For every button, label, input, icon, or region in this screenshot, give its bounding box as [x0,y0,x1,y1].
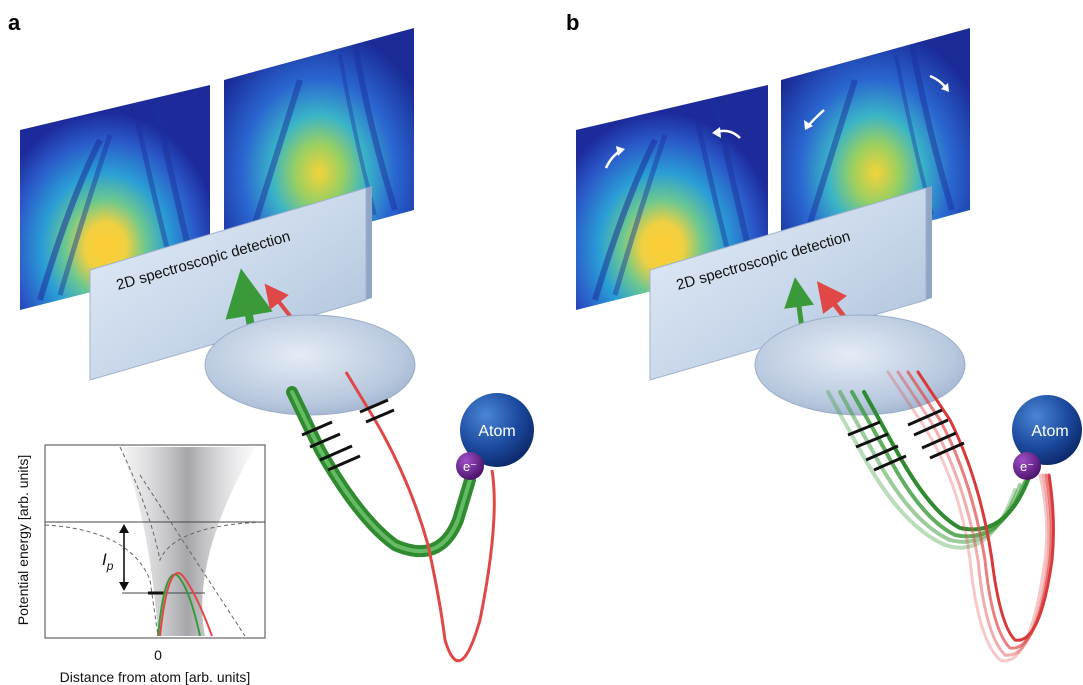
panel-b: b 2D spectroscopic detection [566,10,1082,663]
atom-text-b: Atom [1031,423,1068,440]
potential-shading [120,447,255,636]
red-energy-curve [159,572,213,637]
inset-plot: Ip 0 Distance from atom [arb. units] Pot… [15,444,266,685]
green-trajectory-bundle-b [826,390,1030,550]
red-trajectory-a [344,371,496,663]
inset-xlabel: Distance from atom [arb. units] [60,669,251,685]
electron-a [456,452,484,480]
inset-ylabel: Potential energy [arb. units] [15,455,31,625]
electron-text-a: e⁻ [463,459,477,474]
green-energy-curve [157,573,201,637]
electron-b [1013,452,1041,480]
panel-label-b: b [566,10,579,35]
panel-a: a 2D spectroscopic detection [8,10,534,663]
panel-label-a: a [8,10,21,35]
inset-xtick-0: 0 [154,647,162,663]
laser-field-dashed [44,524,159,637]
red-trajectory-bundle-b [886,370,1055,663]
atom-text-a: Atom [478,423,515,440]
coulomb-potential-dashed [119,446,266,562]
ip-label: Ip [102,550,114,573]
lens-a [204,314,416,416]
atom-a [460,393,534,467]
electron-text-b: e⁻ [1020,459,1034,474]
atom-b [1012,395,1082,465]
break-marks-b [847,408,965,472]
lens-b [754,314,966,416]
break-marks-a [301,398,395,472]
